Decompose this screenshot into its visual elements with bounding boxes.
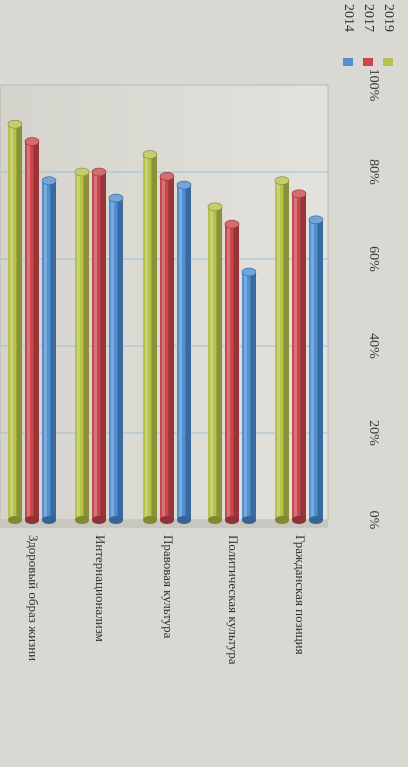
category-label: Гражданская позиция <box>293 535 308 655</box>
category-label: Интернационализм <box>93 535 108 642</box>
bar <box>291 189 307 524</box>
x-tick-label: 20% <box>366 420 381 446</box>
x-tick-label: 80% <box>366 159 381 185</box>
bar <box>159 172 175 524</box>
bar <box>24 137 40 524</box>
legend-swatch <box>383 58 393 66</box>
legend-swatch <box>343 58 353 66</box>
category-label: Правовая культура <box>161 535 176 639</box>
bar <box>7 119 23 524</box>
bar <box>224 219 240 524</box>
x-tick-labels: 0% 20% 40% 60% 80% 100% <box>366 69 381 530</box>
category-label: Здоровый образ жизни <box>26 535 41 661</box>
category-labels: Здоровый образ жизни Интернационализм Прав… <box>26 535 308 665</box>
bar <box>274 176 290 524</box>
bar <box>241 267 257 524</box>
legend-label: 2014 <box>341 4 356 32</box>
x-tick-label: 100% <box>366 69 381 102</box>
legend-label: 2019 <box>381 4 396 32</box>
bar <box>207 202 223 524</box>
bar <box>176 180 192 524</box>
bar <box>108 193 124 524</box>
bar <box>74 167 90 524</box>
legend-label: 2017 <box>361 4 376 32</box>
x-tick-label: 60% <box>366 246 381 272</box>
bar <box>142 150 158 524</box>
x-tick-label: 40% <box>366 333 381 359</box>
bar <box>308 215 324 524</box>
bars-group <box>7 119 324 524</box>
category-label: Политическая культура <box>226 535 241 665</box>
plot-floor <box>0 520 328 528</box>
legend: 2019 2017 2014 <box>341 4 396 66</box>
bar <box>91 167 107 524</box>
x-tick-label: 0% <box>366 511 381 530</box>
bar <box>41 176 57 524</box>
legend-swatch <box>363 58 373 66</box>
